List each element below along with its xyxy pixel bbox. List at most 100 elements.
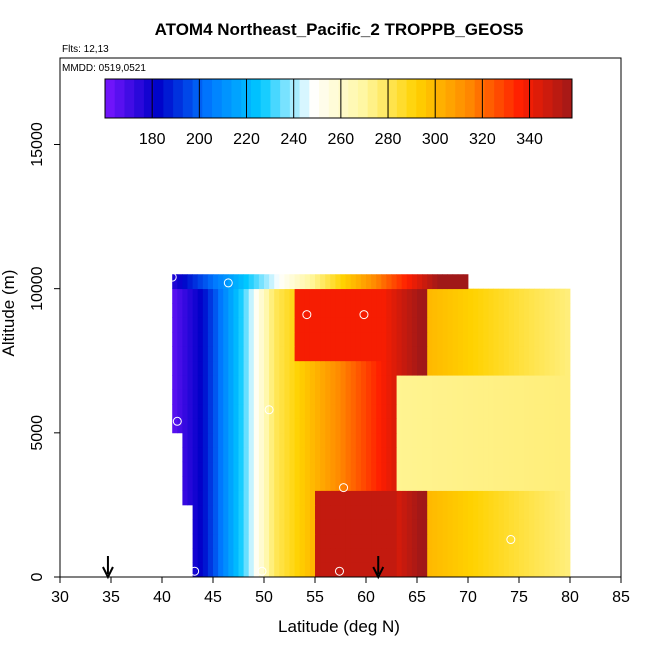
flight-marker xyxy=(339,483,349,493)
curtain-cell xyxy=(269,504,275,520)
curtain-cell xyxy=(330,274,336,290)
curtain-cell xyxy=(309,476,316,491)
curtain-cell xyxy=(355,404,362,419)
curtain-cell xyxy=(391,476,397,491)
curtain-cell xyxy=(468,447,474,463)
curtain-cell xyxy=(335,432,341,448)
curtain-cell xyxy=(197,504,204,520)
curtain-cell xyxy=(488,548,494,563)
curtain-cell xyxy=(238,317,244,333)
curtain-cell xyxy=(381,389,387,405)
curtain-cell xyxy=(534,504,540,520)
curtain-cell xyxy=(177,389,183,405)
curtain-cell xyxy=(503,447,510,463)
curtain-cell xyxy=(258,288,265,304)
curtain-cell xyxy=(508,317,515,333)
curtain-cell xyxy=(544,461,550,477)
curtain-cell xyxy=(320,447,326,463)
curtain-cell xyxy=(513,288,520,304)
curtain-cell xyxy=(366,274,372,290)
curtain-cell xyxy=(345,519,352,535)
curtain-cell xyxy=(182,389,188,405)
curtain-cell xyxy=(483,504,489,520)
curtain-cell xyxy=(299,418,306,434)
curtain-cell xyxy=(513,432,520,448)
curtain-cell xyxy=(238,461,244,477)
curtain-cell xyxy=(468,331,474,347)
curtain-cell xyxy=(177,331,183,347)
curtain-cell xyxy=(513,418,520,434)
curtain-cell xyxy=(534,461,540,477)
curtain-cell xyxy=(304,288,311,304)
curtain-cell xyxy=(355,533,362,549)
curtain-cell xyxy=(457,331,464,347)
curtain-cell xyxy=(417,346,423,362)
curtain-cell xyxy=(294,375,301,390)
curtain-cell xyxy=(447,389,454,405)
curtain-cell xyxy=(197,303,204,318)
curtain-cell xyxy=(238,346,244,362)
curtain-cell xyxy=(233,303,239,318)
curtain-cell xyxy=(253,389,260,405)
curtain-cell xyxy=(462,548,469,563)
curtain-cell xyxy=(182,432,188,448)
curtain-cell xyxy=(355,389,362,405)
curtain-cell xyxy=(335,288,341,304)
curtain-cell xyxy=(564,375,571,390)
curtain-cell xyxy=(498,533,505,549)
colorbar-segment xyxy=(182,79,194,118)
curtain-cell xyxy=(274,288,280,304)
curtain-cell xyxy=(411,331,418,347)
curtain-cell xyxy=(304,533,311,549)
curtain-cell xyxy=(498,519,505,535)
curtain-cell xyxy=(417,274,423,290)
colorbar-segment xyxy=(357,79,369,118)
curtain-cell xyxy=(284,461,290,477)
curtain-cell xyxy=(202,331,209,347)
curtain-cell xyxy=(309,346,316,362)
curtain-cell xyxy=(243,533,250,549)
curtain-cell xyxy=(284,548,290,563)
curtain-cell xyxy=(182,360,188,376)
curtain-cell xyxy=(371,360,377,376)
curtain-cell xyxy=(539,360,545,376)
curtain-cell xyxy=(248,404,255,419)
curtain-cell xyxy=(447,533,454,549)
curtain-cell xyxy=(309,490,316,506)
curtain-cell xyxy=(177,317,183,333)
curtain-cell xyxy=(503,288,510,304)
curtain-cell xyxy=(401,432,408,448)
curtain-cell xyxy=(233,404,239,419)
curtain-cell xyxy=(320,404,326,419)
curtain-cell xyxy=(513,490,520,506)
curtain-cell xyxy=(508,548,515,563)
curtain-cell xyxy=(381,490,387,506)
curtain-cell xyxy=(335,548,341,563)
curtain-cell xyxy=(284,418,290,434)
curtain-cell xyxy=(386,331,392,347)
curtain-cell xyxy=(452,461,459,477)
curtain-cell xyxy=(411,476,418,491)
curtain-cell xyxy=(427,389,433,405)
curtain-cell xyxy=(422,317,428,333)
curtain-cell xyxy=(559,303,566,318)
curtain-cell xyxy=(478,490,484,506)
curtain-cell xyxy=(473,490,479,506)
curtain-cell xyxy=(213,346,219,362)
curtain-cell xyxy=(564,303,571,318)
curtain-cell xyxy=(391,346,397,362)
curtain-cell xyxy=(355,375,362,390)
curtain-cell xyxy=(294,418,301,434)
curtain-cell xyxy=(406,331,413,347)
curtain-cell xyxy=(549,331,556,347)
curtain-cell xyxy=(519,533,525,549)
curtain-cell xyxy=(386,548,392,563)
curtain-cell xyxy=(264,418,270,434)
curtain-cell xyxy=(304,519,311,535)
curtain-cell xyxy=(544,476,550,491)
curtain-cell xyxy=(299,533,306,549)
curtain-cell xyxy=(447,375,454,390)
curtain-cell xyxy=(335,562,341,578)
curtain-cell xyxy=(544,288,550,304)
curtain-cell xyxy=(401,504,408,520)
